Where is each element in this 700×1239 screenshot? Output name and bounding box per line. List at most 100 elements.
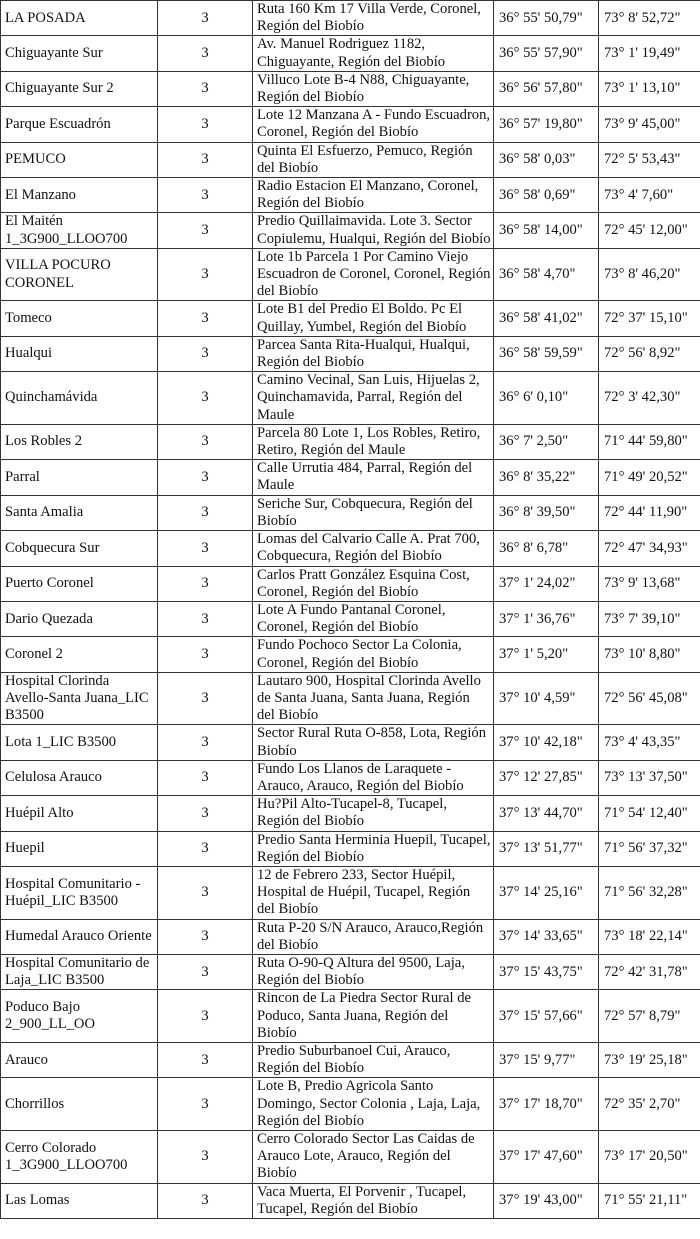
longitude-cell: 72° 56' 8,92" <box>598 335 700 373</box>
site-name-cell: Celulosa Arauco <box>0 759 158 797</box>
longitude-cell: 73° 13' 37,50" <box>598 759 700 797</box>
value-cell: 3 <box>157 759 253 797</box>
longitude-cell: 73° 4' 43,35" <box>598 724 700 761</box>
value-cell: 3 <box>157 1041 253 1079</box>
table-row: Chorrillos 3 Lote B, Predio Agricola Santo… <box>0 1077 700 1131</box>
table-row: Hospital Comunitario - Huépil_LIC B3500 3… <box>0 865 700 920</box>
site-name-cell: El Manzano <box>0 177 158 214</box>
value-cell: 3 <box>157 371 253 425</box>
site-name-cell: Humedal Arauco Oriente <box>0 918 158 955</box>
table-row: Tomeco 3 Lote B1 del Predio El Boldo. Pc E… <box>0 300 700 337</box>
table-row: Parral 3 Calle Urrutia 484, Parral, Región… <box>0 459 700 496</box>
table-row: Los Robles 2 3 Parcela 80 Lote 1, Los Robl… <box>0 423 700 461</box>
longitude-cell: 72° 47' 34,93" <box>598 530 700 567</box>
longitude-cell: 71° 54' 12,40" <box>598 795 700 832</box>
longitude-cell: 73° 8' 52,72" <box>598 0 700 37</box>
longitude-cell: 73° 10' 8,80" <box>598 636 700 673</box>
value-cell: 3 <box>157 300 253 337</box>
site-name-cell: Hospital Clorinda Avello-Santa Juana_LIC… <box>0 671 158 726</box>
address-cell: Carlos Pratt González Esquina Cost, Coro… <box>252 565 494 602</box>
longitude-cell: 71° 49' 20,52" <box>598 459 700 496</box>
site-name-cell: Hospital Comunitario de Laja_LIC B3500 <box>0 953 158 991</box>
latitude-cell: 36° 55' 50,79" <box>493 0 599 37</box>
latitude-cell: 36° 58' 0,03" <box>493 141 599 179</box>
value-cell: 3 <box>157 459 253 496</box>
value-cell: 3 <box>157 35 253 72</box>
value-cell: 3 <box>157 865 253 920</box>
value-cell: 3 <box>157 724 253 761</box>
site-name-cell: Parral <box>0 459 158 496</box>
address-cell: Fundo Los Llanos de Laraquete - Arauco, … <box>252 759 494 797</box>
address-cell: Villuco Lote B-4 N88, Chiguayante, Regió… <box>252 70 494 108</box>
longitude-cell: 73° 9' 45,00" <box>598 106 700 143</box>
value-cell: 3 <box>157 212 253 249</box>
table-row: Cobquecura Sur 3 Lomas del Calvario Calle … <box>0 530 700 567</box>
address-cell: Av. Manuel Rodriguez 1182, Chiguayante, … <box>252 35 494 72</box>
site-name-cell: Chiguayante Sur <box>0 35 158 72</box>
value-cell: 3 <box>157 106 253 143</box>
longitude-cell: 72° 3' 42,30" <box>598 371 700 425</box>
table-row: LA POSADA 3 Ruta 160 Km 17 Villa Verde, Co… <box>0 0 700 37</box>
address-cell: Ruta P-20 S/N Arauco, Arauco,Región del … <box>252 918 494 955</box>
longitude-cell: 71° 56' 32,28" <box>598 865 700 920</box>
site-name-cell: Lota 1_LIC B3500 <box>0 724 158 761</box>
address-cell: Ruta 160 Km 17 Villa Verde, Coronel, Reg… <box>252 0 494 37</box>
value-cell: 3 <box>157 953 253 991</box>
latitude-cell: 37° 13' 51,77" <box>493 830 599 867</box>
table-row: Las Lomas 3 Vaca Muerta, El Porvenir , Tuc… <box>0 1182 700 1220</box>
longitude-cell: 73° 17' 20,50" <box>598 1130 700 1184</box>
table-row: Lota 1_LIC B3500 3 Sector Rural Ruta O-858… <box>0 724 700 761</box>
address-cell: Camino Vecinal, San Luis, Hijuelas 2, Qu… <box>252 371 494 425</box>
table-row: PEMUCO 3 Quinta El Esfuerzo, Pemuco, Regió… <box>0 141 700 179</box>
latitude-cell: 37° 10' 42,18" <box>493 724 599 761</box>
latitude-cell: 37° 17' 47,60" <box>493 1130 599 1184</box>
site-name-cell: Cobquecura Sur <box>0 530 158 567</box>
address-cell: Lote 12 Manzana A - Fundo Escuadron, Cor… <box>252 106 494 143</box>
site-name-cell: Quinchamávida <box>0 371 158 425</box>
latitude-cell: 36° 8' 39,50" <box>493 494 599 532</box>
latitude-cell: 36° 55' 57,90" <box>493 35 599 72</box>
site-name-cell: Chiguayante Sur 2 <box>0 70 158 108</box>
latitude-cell: 37° 1' 24,02" <box>493 565 599 602</box>
value-cell: 3 <box>157 141 253 179</box>
value-cell: 3 <box>157 423 253 461</box>
latitude-cell: 37° 19' 43,00" <box>493 1182 599 1220</box>
latitude-cell: 36° 58' 4,70" <box>493 247 599 302</box>
site-name-cell: Cerro Colorado 1_3G900_LLOO700 <box>0 1130 158 1184</box>
table-row: Dario Quezada 3 Lote A Fundo Pantanal Coro… <box>0 600 700 638</box>
address-cell: Predio Santa Herminia Huepil, Tucapel, R… <box>252 830 494 867</box>
latitude-cell: 36° 58' 41,02" <box>493 300 599 337</box>
value-cell: 3 <box>157 636 253 673</box>
site-name-cell: Parque Escuadrón <box>0 106 158 143</box>
longitude-cell: 72° 5' 53,43" <box>598 141 700 179</box>
site-name-cell: Dario Quezada <box>0 600 158 638</box>
table-row: Celulosa Arauco 3 Fundo Los Llanos de Lara… <box>0 759 700 797</box>
site-name-cell: Tomeco <box>0 300 158 337</box>
value-cell: 3 <box>157 530 253 567</box>
value-cell: 3 <box>157 1130 253 1184</box>
latitude-cell: 36° 56' 57,80" <box>493 70 599 108</box>
table-row: Poduco Bajo 2_900_LL_OO 3 Rincon de La Pie… <box>0 989 700 1043</box>
table-row: Huépil Alto 3 Hu?Pil Alto-Tucapel-8, Tucap… <box>0 795 700 832</box>
table-row: Hualqui 3 Parcea Santa Rita-Hualqui, Hualq… <box>0 335 700 373</box>
table-row: Chiguayante Sur 3 Av. Manuel Rodriguez 118… <box>0 35 700 72</box>
table-row: Arauco 3 Predio Suburbanoel Cui, Arauco, R… <box>0 1041 700 1079</box>
table-row: Hospital Clorinda Avello-Santa Juana_LIC… <box>0 671 700 726</box>
latitude-cell: 37° 17' 18,70" <box>493 1077 599 1131</box>
table-row: Coronel 2 3 Fundo Pochoco Sector La Coloni… <box>0 636 700 673</box>
value-cell: 3 <box>157 830 253 867</box>
table-row: Cerro Colorado 1_3G900_LLOO700 3 Cerro Col… <box>0 1130 700 1184</box>
table-row: El Maitén 1_3G900_LLOO700 3 Predio Quillai… <box>0 212 700 249</box>
value-cell: 3 <box>157 0 253 37</box>
address-cell: Lote 1b Parcela 1 Por Camino Viejo Escua… <box>252 247 494 302</box>
value-cell: 3 <box>157 70 253 108</box>
value-cell: 3 <box>157 494 253 532</box>
longitude-cell: 71° 55' 21,11" <box>598 1182 700 1220</box>
value-cell: 3 <box>157 1077 253 1131</box>
site-name-cell: LA POSADA <box>0 0 158 37</box>
latitude-cell: 37° 15' 57,66" <box>493 989 599 1043</box>
latitude-cell: 37° 14' 25,16" <box>493 865 599 920</box>
value-cell: 3 <box>157 671 253 726</box>
